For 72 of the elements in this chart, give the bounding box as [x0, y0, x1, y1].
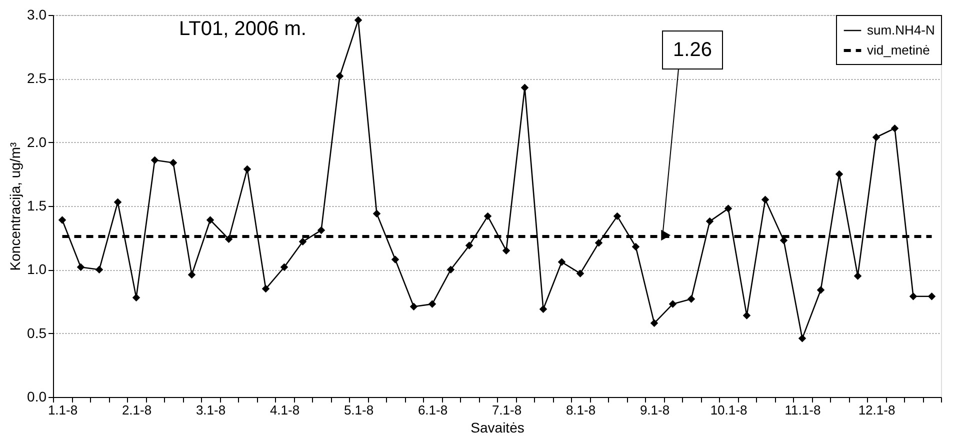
point	[613, 212, 622, 220]
point	[95, 266, 104, 274]
point	[188, 270, 196, 279]
point	[558, 258, 566, 266]
chart-title: LT01, 2006 m.	[179, 18, 306, 40]
x-tick-label: 8.1-8	[566, 402, 596, 418]
point	[742, 312, 751, 320]
point	[520, 84, 529, 92]
x-tick-label: 9.1-8	[640, 402, 670, 418]
y-tick-label: 3.0	[27, 6, 47, 22]
point	[909, 292, 918, 300]
point	[317, 226, 326, 234]
y-tick-label: 0.0	[27, 388, 47, 404]
point	[169, 158, 178, 167]
point	[243, 165, 252, 173]
point	[132, 294, 140, 302]
x-tick-label: 1.1-8	[48, 402, 78, 418]
point	[668, 300, 677, 308]
point	[446, 266, 455, 274]
point	[650, 319, 658, 328]
x-tick-label: 10.1-8	[710, 402, 748, 418]
point	[724, 204, 732, 212]
y-tick-label: 2.5	[27, 70, 47, 86]
point	[835, 170, 844, 178]
point	[76, 263, 85, 271]
point	[539, 305, 548, 314]
point	[150, 156, 159, 164]
y-tick-label: 1.0	[27, 261, 47, 278]
annotation: 1.26	[673, 39, 712, 61]
point	[872, 133, 880, 142]
point	[336, 72, 344, 80]
y-tick-label: 0.5	[27, 324, 47, 341]
x-axis-title: Savaitės	[470, 420, 524, 436]
x-tick-label: 2.1-8	[122, 402, 152, 418]
point	[206, 216, 214, 224]
point	[706, 217, 714, 226]
y-tick-label: 1.5	[27, 198, 47, 214]
point	[391, 256, 400, 264]
point	[114, 198, 122, 206]
point	[410, 302, 418, 310]
x-tick-label: 3.1-8	[196, 402, 226, 418]
x-tick-label: 6.1-8	[418, 402, 448, 418]
point	[632, 242, 640, 251]
x-tick-label: 5.1-8	[344, 402, 374, 418]
point	[58, 216, 66, 224]
point	[224, 235, 233, 243]
point	[372, 210, 381, 218]
x-tick-label: 7.1-8	[492, 402, 522, 418]
legend-label: vid_metinė	[867, 42, 930, 58]
point	[484, 212, 492, 220]
point	[761, 196, 770, 204]
point	[890, 124, 899, 132]
y-tick-label: 2.0	[27, 134, 47, 150]
point	[502, 246, 510, 254]
y-axis-title: Koncentracija, ug/m³	[7, 142, 24, 271]
point	[428, 300, 436, 308]
point	[687, 295, 696, 303]
point	[298, 238, 307, 246]
point	[465, 242, 474, 250]
legend-label: sum.NH4-N	[867, 22, 935, 38]
x-tick-label: 12.1-8	[858, 402, 896, 418]
point	[262, 284, 270, 293]
point	[576, 270, 584, 278]
x-tick-label: 11.1-8	[784, 402, 821, 418]
point	[816, 286, 825, 294]
point	[594, 239, 603, 247]
point	[798, 334, 806, 342]
x-tick-label: 4.1-8	[270, 402, 300, 418]
point	[928, 292, 936, 300]
point	[280, 263, 288, 271]
point	[354, 16, 362, 24]
point	[854, 272, 862, 280]
